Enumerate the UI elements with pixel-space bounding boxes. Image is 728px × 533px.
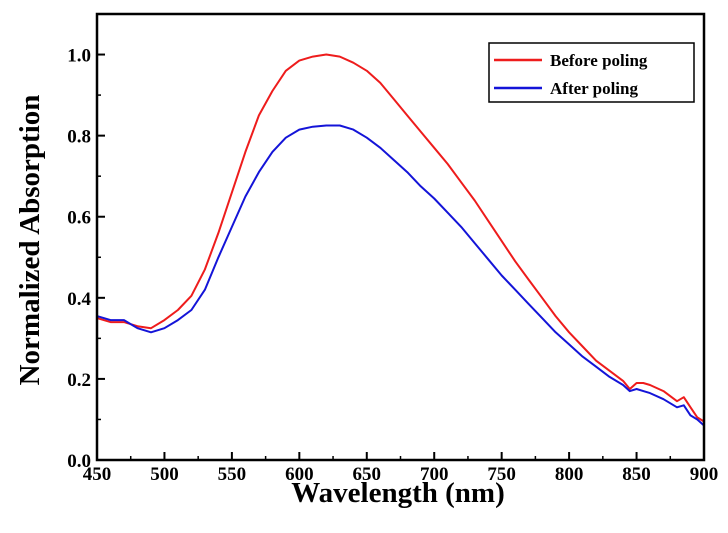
legend: Before poling After poling: [488, 42, 695, 103]
x-tick-label: 450: [83, 464, 112, 485]
y-tick-label: 0.8: [67, 127, 91, 148]
legend-label-after-poling: After poling: [550, 79, 638, 98]
x-tick-label: 750: [487, 464, 516, 485]
x-tick-label: 650: [353, 464, 382, 485]
series-layer: [96, 53, 705, 427]
x-tick-label: 500: [150, 464, 179, 485]
y-tick-label: 0.4: [67, 289, 91, 310]
y-tick-label: 0.0: [67, 451, 91, 472]
x-axis-title: Wavelength (nm): [291, 477, 504, 509]
x-tick-label: 900: [690, 464, 719, 485]
y-tick-label: 0.2: [67, 370, 91, 391]
series-line-after-poling: [96, 124, 705, 427]
y-tick-label: 0.6: [67, 208, 91, 229]
y-tick-label: 1.0: [67, 46, 91, 67]
plot-frame: [95, 12, 706, 462]
ticks-layer: 450 500 550 600 650 700 750 800 850 900 0.0 0.2 0.4 0…: [67, 13, 719, 485]
x-tick-label: 700: [420, 464, 449, 485]
x-tick-label: 600: [285, 464, 314, 485]
series-line-before-poling: [96, 53, 705, 423]
legend-label-before-poling: Before poling: [550, 51, 648, 70]
x-tick-label: 850: [622, 464, 651, 485]
x-tick-label: 800: [555, 464, 584, 485]
x-tick-label: 550: [218, 464, 247, 485]
legend-box: [488, 42, 695, 103]
y-axis-title: Normalized Absorption: [14, 95, 46, 386]
